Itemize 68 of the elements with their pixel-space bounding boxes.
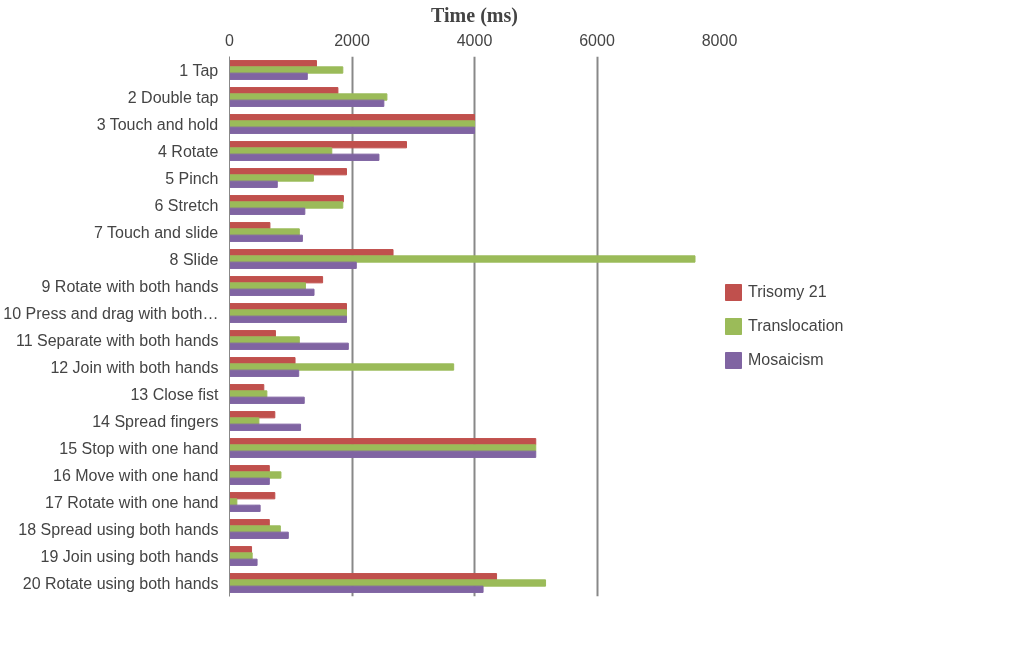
bar — [229, 558, 258, 566]
bar — [229, 423, 302, 431]
bar — [229, 471, 282, 479]
bar — [229, 411, 276, 419]
bar — [229, 315, 347, 323]
y-tick-label: 19 Join using both hands — [40, 547, 219, 565]
y-tick-label: 2 Double tap — [127, 88, 219, 106]
x-tick-label: 4000 — [456, 31, 493, 49]
bar — [229, 207, 306, 215]
y-tick-label: 15 Stop with one hand — [59, 439, 219, 457]
y-tick-label: 5 Pinch — [165, 169, 219, 187]
bar — [229, 585, 484, 593]
y-tick-label: 8 Slide — [169, 250, 219, 268]
y-tick-label: 13 Close fist — [130, 385, 220, 403]
y-tick-label: 4 Rotate — [158, 142, 219, 160]
bar — [229, 309, 347, 317]
bar — [229, 66, 344, 74]
bar — [229, 120, 475, 128]
bar — [229, 228, 300, 236]
y-tick-label: 18 Spread using both hands — [18, 520, 219, 538]
bar — [229, 234, 303, 242]
y-tick-label: 3 Touch and hold — [96, 115, 219, 133]
bar — [229, 342, 349, 350]
y-tick-label: 7 Touch and slide — [93, 223, 219, 241]
bar — [229, 504, 261, 512]
bar — [229, 72, 308, 80]
bar — [229, 282, 306, 290]
bar — [229, 261, 357, 269]
y-tick-label: 20 Rotate using both hands — [22, 574, 219, 592]
bar — [229, 363, 455, 371]
bar — [229, 174, 314, 182]
legend-label: Mosaicism — [748, 351, 824, 369]
bar — [229, 255, 696, 263]
bar — [229, 201, 344, 209]
y-tick-label: 9 Rotate with both hands — [41, 277, 219, 295]
bar — [229, 147, 333, 155]
bar — [229, 477, 270, 485]
x-axis-title: Time (ms) — [431, 3, 518, 27]
bar — [229, 492, 276, 500]
bar — [229, 99, 385, 107]
bar — [229, 531, 289, 539]
bar — [229, 390, 268, 398]
x-tick-label: 6000 — [579, 31, 615, 49]
y-tick-label: 17 Rotate with one hand — [45, 493, 219, 511]
y-tick-label: 1 Tap — [179, 61, 219, 79]
y-tick-label: 11 Separate with both hands — [15, 331, 219, 349]
bar — [229, 450, 537, 458]
y-tick-label: 6 Stretch — [154, 196, 219, 214]
bar — [229, 180, 278, 188]
bar — [229, 417, 260, 425]
bar — [229, 498, 238, 506]
x-tick-label: 2000 — [334, 31, 370, 49]
bar — [229, 369, 300, 377]
y-tick-label: 14 Spread fingers — [92, 412, 219, 430]
y-tick-label: 16 Move with one hand — [53, 466, 219, 484]
legend-label: Translocation — [748, 317, 844, 335]
y-tick-label: 12 Join with both hands — [50, 358, 219, 376]
bar — [229, 126, 475, 134]
bar — [229, 93, 388, 101]
y-tick-label: 10 Press and drag with both… — [3, 304, 219, 322]
bar — [229, 153, 380, 161]
x-tick-label: 0 — [225, 31, 235, 49]
bar — [229, 336, 300, 344]
legend-label: Trisomy 21 — [748, 283, 827, 301]
x-tick-label: 8000 — [701, 31, 738, 49]
bar — [229, 288, 315, 296]
bar — [229, 444, 537, 452]
bar — [229, 396, 305, 404]
